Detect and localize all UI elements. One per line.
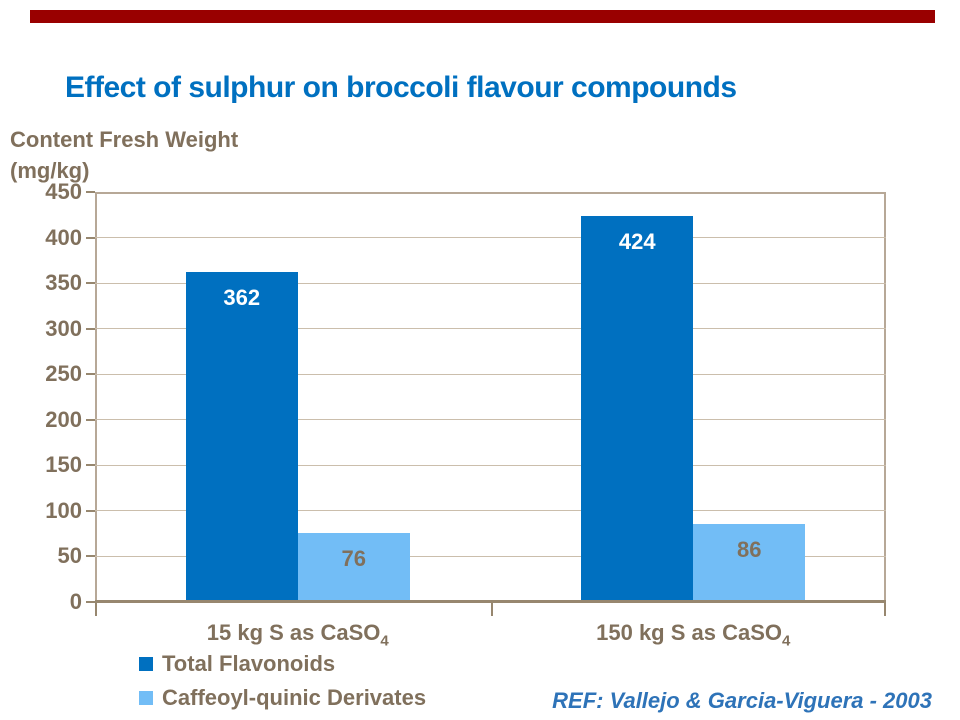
x-axis-line (95, 600, 886, 603)
bar-total-flavonoids-1 (581, 215, 694, 600)
y-tick-label-200: 200 (45, 406, 82, 432)
y-axis-title-line2: (mg/kg) (10, 158, 90, 183)
x-tick-1 (490, 602, 493, 616)
legend: Total Flavonoids Caffeoyl-quinic Derivat… (139, 650, 426, 718)
legend-label-caffeoyl-quinic-derivates: Caffeoyl-quinic Derivates (162, 685, 427, 710)
bar-value-1-1: 86 (737, 536, 762, 562)
y-tick-label-250: 250 (45, 361, 82, 387)
reference-note: REF: Vallejo & Garcia-Viguera - 2003 (552, 688, 932, 713)
legend-label-total-flavonoids: Total Flavonoids (162, 651, 336, 676)
y-tick-label-0: 0 (69, 589, 82, 614)
bar-total-flavonoids-0 (185, 272, 298, 600)
y-tick-50 (86, 555, 95, 558)
bar-value-1-0: 424 (618, 228, 656, 254)
y-tick-100 (86, 509, 95, 512)
gridline-100 (95, 510, 886, 512)
category-label-1: 150 kg S as CaSO4 (596, 620, 790, 649)
legend-swatch-caffeoyl-quinic-derivates (139, 691, 153, 705)
y-tick-label-150: 150 (45, 452, 82, 478)
y-tick-250 (86, 373, 95, 376)
y-tick-450 (86, 191, 95, 193)
y-tick-label-300: 300 (45, 315, 82, 341)
chart-title: Effect of sulphur on broccoli flavour co… (65, 71, 737, 104)
gridline-50 (95, 555, 886, 557)
y-tick-350 (86, 282, 95, 285)
y-axis-title: Content Fresh Weight (mg/kg) (10, 124, 238, 186)
y-tick-400 (86, 236, 95, 239)
y-tick-label-50: 50 (57, 543, 82, 569)
top-accent-bar (30, 10, 935, 23)
bar-value-0-0: 362 (223, 285, 261, 311)
gridline-300 (95, 328, 886, 330)
y-tick-label-400: 400 (45, 224, 82, 250)
category-label-0: 15 kg S as CaSO4 (207, 620, 389, 649)
y-tick-300 (86, 327, 95, 330)
y-tick-150 (86, 464, 95, 467)
legend-item-caffeoyl-quinic-derivates: Caffeoyl-quinic Derivates (139, 684, 426, 712)
gridline-200 (95, 419, 886, 421)
bar-value-0-1: 76 (341, 545, 366, 571)
y-tick-200 (86, 418, 95, 421)
y-tick-label-350: 350 (45, 270, 82, 296)
bar-caffeoyl-quinic-derivates-0 (297, 532, 410, 600)
gridline-400 (95, 237, 886, 239)
y-tick-label-100: 100 (45, 497, 82, 523)
y-tick-0 (86, 601, 95, 603)
x-tick-0 (95, 602, 97, 616)
legend-swatch-total-flavonoids (139, 657, 153, 671)
gridline-250 (95, 373, 886, 375)
bar-caffeoyl-quinic-derivates-1 (693, 523, 806, 600)
category-label-subscript-0: 4 (380, 632, 389, 650)
legend-item-total-flavonoids: Total Flavonoids (139, 650, 426, 678)
category-label-subscript-1: 4 (782, 632, 791, 650)
gridline-150 (95, 464, 886, 466)
gridline-350 (95, 282, 886, 284)
y-tick-label-450: 450 (45, 179, 82, 204)
y-axis-title-line1: Content Fresh Weight (10, 127, 239, 152)
x-tick-2 (884, 602, 886, 616)
category-label-text-0: 15 kg S as CaSO (206, 620, 381, 645)
category-label-text-1: 150 kg S as CaSO (596, 620, 783, 645)
